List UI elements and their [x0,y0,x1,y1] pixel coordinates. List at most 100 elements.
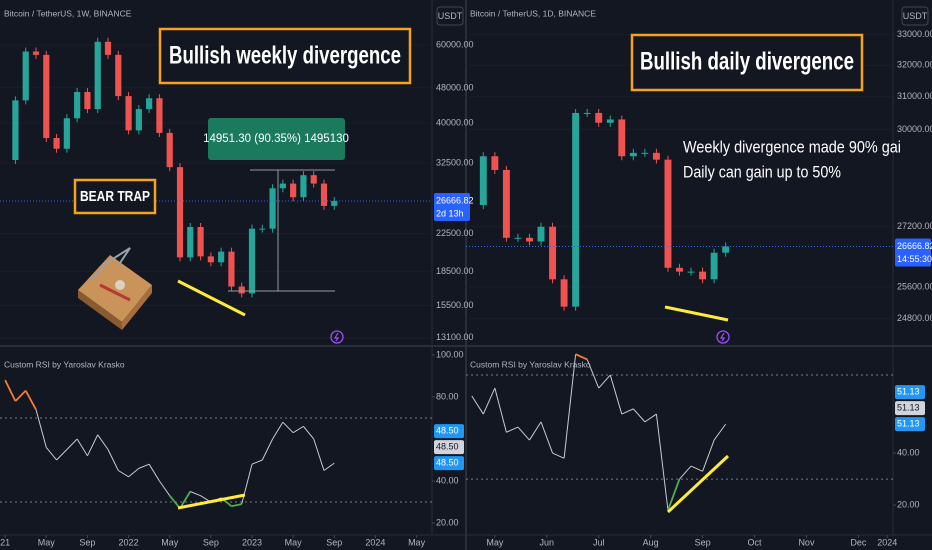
x-tick-label: 2023 [242,537,262,547]
y-tick-label: 32000.00 [897,60,932,70]
y-tick-label: 31000.00 [897,91,932,101]
rsi-segment [303,426,315,440]
rsi-segment [667,478,681,511]
candle [12,100,19,161]
value-badge [895,385,925,400]
rsi-segment [86,434,99,457]
rsi-segment [598,374,611,389]
candle [238,286,245,294]
candle [187,227,194,258]
rsi-segment [482,387,496,415]
y-tick-label: 18500.00 [436,266,474,276]
annotation-title: Bullish weekly divergence [169,42,401,70]
candle [197,227,204,257]
value-badge-label: 51.13 [897,387,920,397]
y-tick-label: 30000.00 [897,124,932,134]
currency-label[interactable]: USDT [903,11,928,21]
y-tick-label: 60000.00 [436,39,474,49]
annotation-box [73,178,157,215]
candle [269,188,276,229]
rsi-segment [690,465,703,472]
x-tick-label: Sep [79,537,95,547]
last-price-label: 26666.82 [436,195,474,205]
divergence-line [177,279,246,317]
rsi-segment [4,379,17,402]
rsi-segment [251,459,263,465]
indicator-title: Custom RSI by Yaroslav Krasko [470,359,591,369]
candle [104,41,112,55]
candle [664,159,672,268]
y-tick-label: 25600.00 [897,281,932,291]
symbol-header: Bitcoin / TetherUS, 1D, BINANCE [470,8,596,18]
rsi-segment [107,449,119,471]
y-tick-label: 20.00 [897,499,920,509]
currency-label[interactable]: USDT [438,11,463,21]
candle [218,251,225,263]
currency-button[interactable] [901,6,929,26]
x-tick-label: Sep [695,537,711,547]
rsi-segment [679,465,692,480]
value-badge [434,456,464,471]
last-price-badge [434,193,470,222]
rsi-segment [14,390,27,402]
rsi-segment [517,426,530,441]
rsi-segment [282,421,294,434]
candle [583,112,591,114]
divergence-line [177,493,246,510]
currency-button[interactable] [436,6,464,26]
rsi-segment [621,408,634,415]
candle [74,91,81,119]
candle [687,271,695,273]
rsi-segment [148,463,160,482]
note: Daily can gain up to 50% [683,162,841,181]
rsi-segment [128,468,140,478]
y-tick-label: 13100.00 [436,332,474,342]
rsi-segment [713,423,727,441]
value-badge-label: 48.50 [436,458,459,468]
value-badge [895,401,925,416]
candle [207,256,214,263]
value-badge [895,417,925,432]
x-tick-label: May [38,537,56,547]
x-tick-label: Sep [326,537,342,547]
candle [491,156,499,170]
rsi-segment [118,470,129,478]
candle [479,156,487,206]
candle [279,183,286,189]
note: Weekly divergence made 90% gai [683,137,901,156]
x-tick-label: May [408,537,426,547]
candle [53,138,60,149]
rsi-segment [609,374,623,415]
rsi-segment [272,421,284,440]
annotation-box [630,33,864,92]
measure-box [208,118,345,160]
y-tick-label: 40.00 [436,475,459,485]
x-tick-label: Sep [203,537,219,547]
value-badge [434,424,464,439]
candle [722,246,730,253]
alert-icon[interactable] [330,330,344,344]
rsi-segment [138,463,150,469]
candle [94,41,101,110]
y-tick-label: 33000.00 [897,29,932,39]
divergence-line [664,305,729,322]
bear-trap-label: BEAR TRAP [80,188,150,205]
y-tick-label: 22500.00 [436,228,474,238]
candle [710,252,718,280]
value-badge [434,440,464,455]
alert-icon[interactable] [716,330,730,344]
value-badge-label: 51.13 [897,419,920,429]
candle [331,201,338,206]
rsi-segment [179,491,192,509]
candle [560,279,568,307]
annotation-title: Bullish daily divergence [640,48,854,76]
x-tick-label: Jun [540,537,555,547]
last-price-badge [895,238,931,267]
candle [595,112,603,123]
measure-label: 14951.30 (90.35%) 1495130 [203,133,349,145]
rsi-segment [552,452,565,459]
x-tick-label: May [285,537,303,547]
candle [676,267,683,272]
y-tick-label: 15500.00 [436,300,474,310]
